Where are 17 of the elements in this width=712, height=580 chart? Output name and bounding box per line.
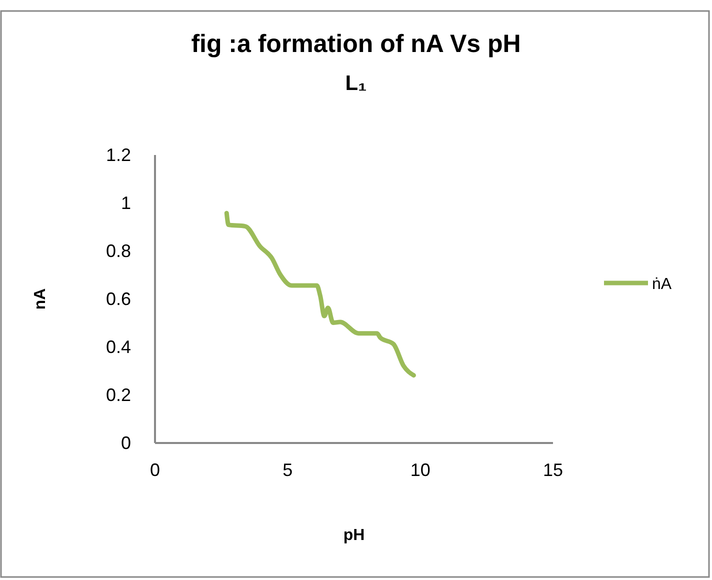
y-tick-label: 0.6 — [106, 288, 131, 309]
line-series — [224, 210, 416, 378]
x-axis-title: pH — [343, 527, 365, 544]
y-tick-label: 0.4 — [106, 336, 131, 357]
y-tick-label: 1 — [120, 192, 131, 213]
y-tick-label: 0.8 — [106, 240, 131, 261]
y-tick-label: 0.2 — [106, 384, 131, 405]
x-tick-label: 15 — [542, 460, 564, 480]
y-axis-title: nA — [32, 288, 49, 310]
x-tick-label: 10 — [410, 460, 430, 480]
chart-subtitle: L₁ — [345, 72, 367, 95]
chart-title: fig :a formation of nA Vs pH — [191, 30, 521, 58]
x-tick-label: 0 — [150, 460, 160, 480]
x-tick-label: 5 — [282, 460, 293, 480]
y-tick-label: 0 — [120, 432, 131, 453]
y-tick-label: 1.2 — [106, 144, 131, 165]
legend-label: ṅA — [652, 276, 672, 293]
